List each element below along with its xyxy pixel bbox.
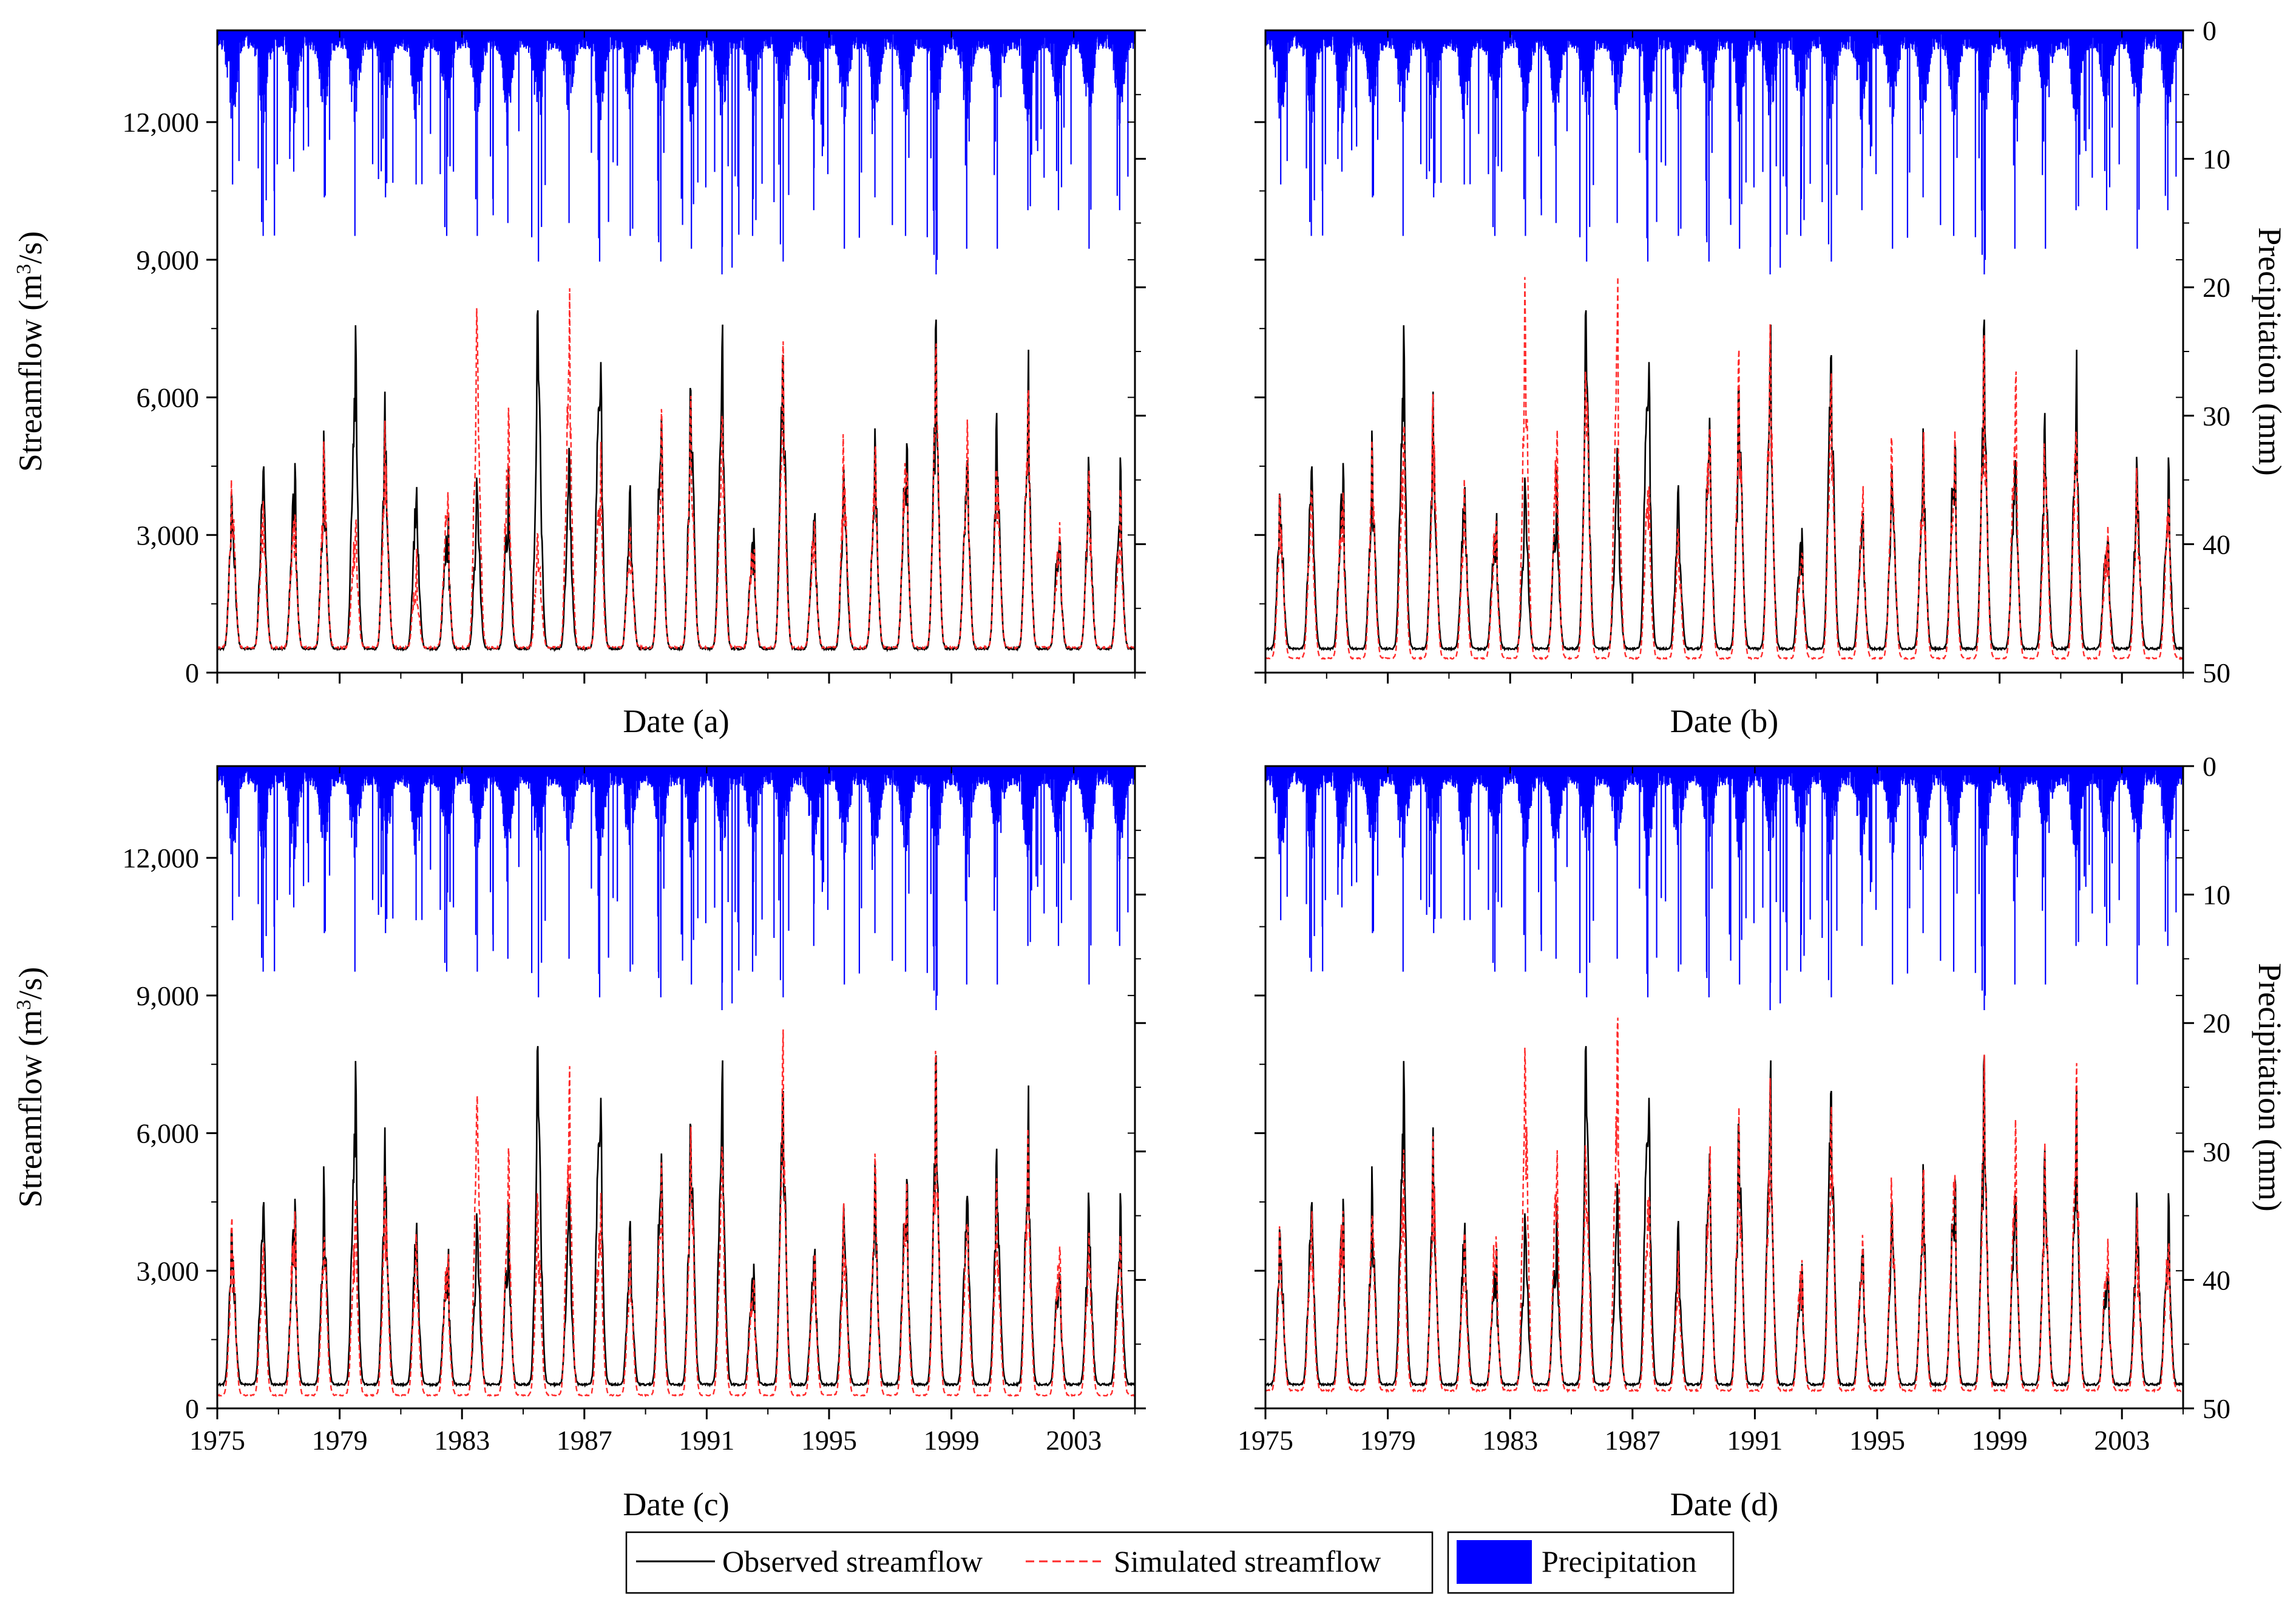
simulated-line-a — [216, 288, 1136, 651]
observed-line-a — [217, 310, 1136, 653]
x-tick-label: 1975 — [189, 1425, 245, 1456]
legend-box-lines — [625, 1531, 1434, 1594]
y-left-tick-label: 3,000 — [137, 520, 200, 551]
x-axis-title-b: Date (b) — [1670, 703, 1778, 739]
y-left-axis-title-main: Streamflow (m — [12, 274, 49, 472]
x-tick-label: 1991 — [1727, 1425, 1783, 1456]
y-right-tick-label: 10 — [2203, 144, 2230, 175]
legend-precipitation-swatch — [1457, 1540, 1532, 1584]
simulated-line-d — [1265, 1017, 2183, 1393]
plot-area-c — [217, 766, 1135, 1408]
y-left-axis-title-main: Streamflow (m — [12, 1010, 49, 1207]
y-left-axis-title-superscript: 3 — [13, 1000, 35, 1010]
y-left-tick-label: 12,000 — [123, 843, 200, 874]
x-tick-label: 1983 — [434, 1425, 490, 1456]
y-left-tick-label: 12,000 — [123, 107, 200, 138]
x-tick-label: 1975 — [1238, 1425, 1293, 1456]
x-tick-label: 1979 — [312, 1425, 368, 1456]
x-axis-title-d: Date (d) — [1670, 1486, 1778, 1523]
y-right-tick-label: 40 — [2203, 529, 2230, 560]
x-axis-title-c: Date (c) — [623, 1486, 729, 1523]
y-right-tick-label: 20 — [2203, 272, 2230, 303]
y-left-tick-label: 3,000 — [137, 1255, 200, 1286]
y-left-tick-label: 6,000 — [137, 1118, 200, 1149]
legend-observed-label: Observed streamflow — [722, 1544, 983, 1578]
x-tick-label: 1983 — [1482, 1425, 1538, 1456]
y-left-axis-title: Streamflow (m3/s) — [12, 967, 49, 1207]
x-tick-label: 2003 — [2094, 1425, 2150, 1456]
panel-c: 0 3,000 6,000 9,000 12,000 1975 1979 1983 1987 19… — [12, 765, 1146, 1523]
y-left-tick-label: 0 — [185, 657, 199, 688]
y-right-tick-label: 40 — [2203, 1265, 2230, 1295]
y-right-axis-title: Precipitation (mm) — [2252, 227, 2288, 475]
x-tick-label: 1987 — [557, 1425, 612, 1456]
x-tick-label: 1987 — [1605, 1425, 1661, 1456]
y-left-axis-title-superscript: 3 — [13, 264, 35, 274]
plot-area-d — [1265, 766, 2183, 1408]
x-tick-label: 1995 — [1849, 1425, 1905, 1456]
y-right-tick-label: 50 — [2203, 657, 2230, 688]
x-tick-label: 1979 — [1360, 1425, 1416, 1456]
y-right-tick-label: 10 — [2203, 880, 2230, 911]
y-right-tick-label: 30 — [2203, 401, 2230, 432]
legend-simulated-label: Simulated streamflow — [1114, 1544, 1381, 1578]
simulated-line-b — [1265, 276, 2183, 660]
x-tick-label: 2003 — [1046, 1425, 1102, 1456]
x-tick-label: 1995 — [801, 1425, 857, 1456]
y-right-tick-label: 50 — [2203, 1393, 2230, 1424]
x-tick-label: 1991 — [679, 1425, 734, 1456]
x-tick-label: 1999 — [924, 1425, 980, 1456]
observed-line-b — [1265, 310, 2184, 653]
observed-line-c — [217, 1046, 1136, 1388]
y-right-tick-label: 0 — [2203, 751, 2216, 782]
x-tick-label: 1999 — [1972, 1425, 2028, 1456]
y-left-axis-title-end: /s) — [12, 231, 49, 264]
plot-area-b — [1265, 30, 2183, 673]
panel-b: 0 10 20 30 40 50 Date (b) Precipitation (mm) — [1255, 15, 2288, 739]
legend: Observed streamflow Simulated streamflow… — [625, 1531, 1735, 1594]
panel-d: 0 10 20 30 40 50 1975 1979 1983 1987 1991 1995 1999 2… — [1238, 751, 2288, 1523]
y-left-axis-title: Streamflow (m3/s) — [12, 231, 49, 472]
y-left-tick-label: 9,000 — [137, 980, 200, 1011]
legend-precipitation-label: Precipitation — [1542, 1544, 1697, 1578]
plot-area-a — [217, 30, 1135, 673]
y-right-axis-title: Precipitation (mm) — [2252, 963, 2288, 1211]
y-left-tick-label: 9,000 — [137, 245, 200, 276]
panels-layer: 0 3,000 6,000 9,000 12,000 Date (a) Streamflow… — [12, 15, 2288, 1523]
simulated-line-c — [217, 1029, 1135, 1397]
y-left-tick-label: 0 — [185, 1393, 199, 1424]
panel-a: 0 3,000 6,000 9,000 12,000 Date (a) Streamflow… — [12, 29, 1146, 739]
y-right-tick-label: 30 — [2203, 1136, 2230, 1167]
y-right-tick-label: 20 — [2203, 1008, 2230, 1039]
y-right-tick-label: 0 — [2203, 15, 2216, 46]
x-axis-title-a: Date (a) — [623, 703, 729, 739]
y-left-tick-label: 6,000 — [137, 382, 200, 413]
observed-line-d — [1265, 1046, 2184, 1388]
y-left-axis-title-end: /s) — [12, 967, 49, 1000]
